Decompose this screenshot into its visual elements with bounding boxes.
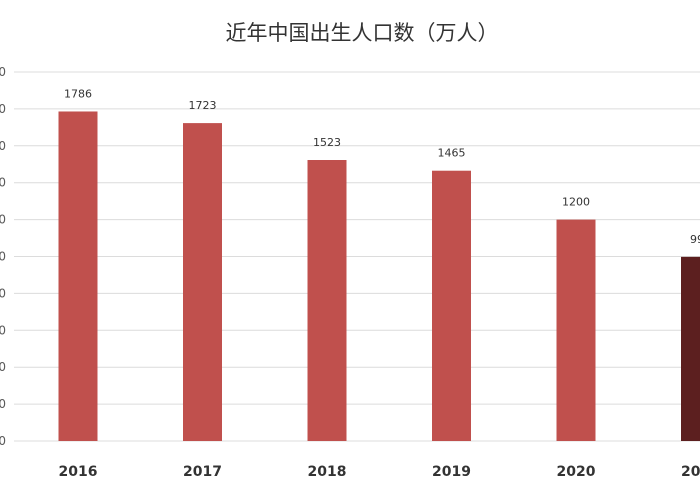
y-tick-label: 200 bbox=[0, 397, 6, 411]
data-label-2017: 1723 bbox=[189, 99, 217, 112]
y-tick-label: 1400 bbox=[0, 176, 6, 190]
y-tick-label: 1200 bbox=[0, 213, 6, 227]
bar-2018 bbox=[307, 160, 347, 441]
x-tick-label-2016: 2016 bbox=[59, 464, 98, 480]
data-label-2019: 1465 bbox=[438, 147, 466, 160]
data-label-2016: 1786 bbox=[64, 87, 92, 100]
y-tick-label: 0 bbox=[0, 434, 6, 448]
x-tick-label-2017: 2017 bbox=[183, 464, 222, 480]
chart-title: 近年中国出生人口数（万人） bbox=[226, 21, 499, 45]
bar-2017 bbox=[183, 123, 222, 441]
data-labels: 1786 1723 1523 1465 1200 998 bbox=[64, 87, 700, 245]
y-tick-label: 1800 bbox=[0, 102, 6, 116]
y-axis-ticks: 0 200 400 600 800 1000 1200 1400 1600 1800 2000 bbox=[0, 65, 6, 448]
bar-2016 bbox=[58, 111, 98, 441]
x-tick-label-2018: 2018 bbox=[308, 464, 347, 480]
y-tick-label: 600 bbox=[0, 323, 6, 337]
data-label-2021: 998 bbox=[690, 233, 700, 246]
x-axis-ticks: 2016 2017 2018 2019 2020 2021 bbox=[59, 464, 700, 480]
x-tick-label-2021: 2021 bbox=[681, 464, 700, 480]
data-label-2020: 1200 bbox=[562, 196, 590, 209]
y-tick-label: 800 bbox=[0, 286, 6, 300]
y-tick-label: 400 bbox=[0, 360, 6, 374]
bar-2019 bbox=[432, 170, 471, 441]
x-tick-label-2020: 2020 bbox=[557, 464, 596, 480]
y-tick-label: 2000 bbox=[0, 65, 6, 79]
gridlines bbox=[14, 71, 700, 442]
bar-2021 bbox=[681, 256, 700, 441]
bar-2020 bbox=[556, 219, 596, 441]
x-tick-label-2019: 2019 bbox=[432, 464, 471, 480]
data-label-2018: 1523 bbox=[313, 136, 341, 149]
y-tick-label: 1000 bbox=[0, 250, 6, 264]
y-tick-label: 1600 bbox=[0, 139, 6, 153]
bars bbox=[58, 111, 700, 441]
